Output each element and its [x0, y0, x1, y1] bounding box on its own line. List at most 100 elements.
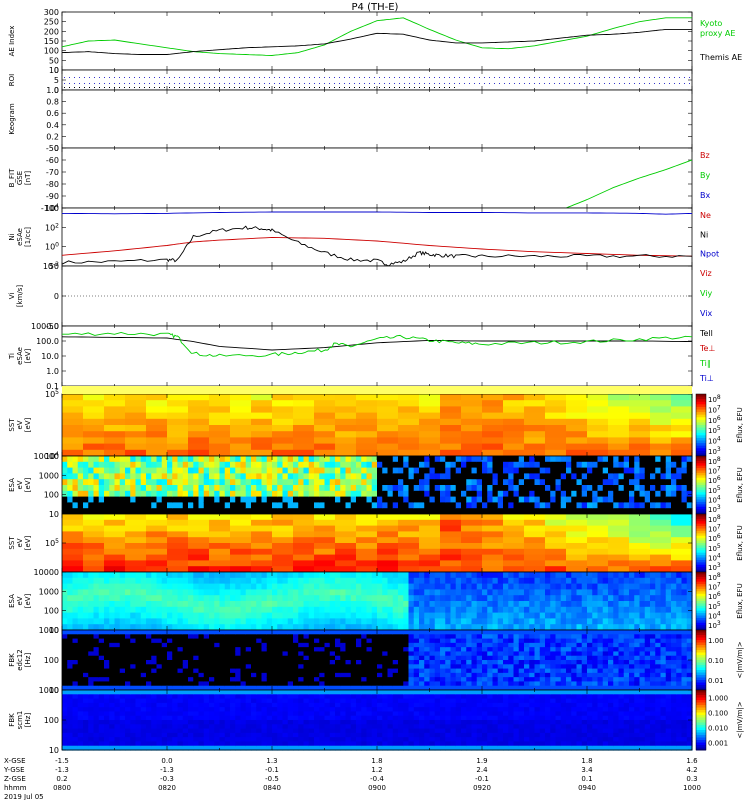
colorbar-tick: 104 — [708, 611, 721, 621]
y-axis-label: [1/cc] — [24, 227, 32, 247]
colorbar-tick: 0.10 — [708, 657, 724, 665]
y-axis-label: eV — [16, 480, 24, 489]
colorbar-tick: 108 — [708, 572, 721, 582]
y-axis-label: ROI — [8, 74, 16, 86]
colorbar-tick: 105 — [708, 485, 721, 495]
y-tick-label: 10000 — [34, 568, 59, 577]
y-tick-label: 10000 — [34, 452, 59, 461]
legend-entry: Npot — [700, 250, 719, 259]
time-cell: 0.2 — [56, 775, 67, 783]
time-cell: 2.4 — [476, 766, 488, 774]
y-axis-label: Ti — [8, 353, 16, 360]
time-cell: 1.3 — [266, 757, 277, 765]
heatmap-esa-ion — [62, 456, 693, 515]
colorbar-tick: 103 — [708, 562, 721, 572]
legend-entry: Tell — [699, 329, 713, 338]
time-cell: 4.2 — [686, 766, 697, 774]
time-cell: 0940 — [578, 784, 596, 792]
y-axis-label: GSE — [16, 171, 24, 185]
colorbar-label: Eflux, EFU — [736, 467, 744, 502]
y-tick-label: 0.8 — [46, 98, 59, 107]
y-tick-label: 150 — [44, 37, 59, 46]
legend-entry: Te⊥ — [699, 344, 715, 353]
y-tick-label: 105 — [45, 538, 59, 548]
y-axis-label: scm1 — [16, 711, 24, 730]
y-axis-label: eSAe — [16, 347, 24, 365]
y-tick-label: 200 — [44, 27, 59, 36]
y-axis-label: ESA — [8, 478, 16, 492]
y-tick-label: 100 — [44, 716, 59, 725]
y-axis-label: eV — [16, 596, 24, 605]
y-axis-label: [eV] — [24, 417, 32, 432]
time-cell: 0840 — [263, 784, 281, 792]
y-tick-label: 10 — [49, 66, 59, 75]
time-cell: 1.9 — [476, 757, 487, 765]
colorbar-tick: 107 — [708, 405, 721, 415]
y-axis-label: SST — [8, 418, 16, 432]
colorbar-label: Eflux, EFU — [736, 525, 744, 560]
y-axis-label: Keogram — [8, 103, 16, 134]
time-cell: 0900 — [368, 784, 386, 792]
y-axis-label: [Hz] — [24, 713, 32, 728]
y-axis-label: Ni — [8, 233, 16, 240]
legend-entry: Viy — [700, 289, 713, 298]
y-tick-label: 10 — [49, 746, 59, 755]
panel-fbk-scm: 0.0010.0100.1001.000<|mV/m|>101001000FBK… — [8, 686, 744, 755]
y-axis-label: [eV] — [24, 477, 32, 492]
y-axis-label: [Hz] — [24, 653, 32, 668]
y-tick-label: 5 — [54, 76, 59, 85]
y-tick-label: 1000 — [39, 587, 59, 596]
y-tick-label: 1000 — [39, 686, 59, 695]
time-cell: -0.3 — [160, 775, 174, 783]
legend-entry: proxy AE — [700, 29, 735, 38]
time-cell: -1.3 — [160, 766, 174, 774]
date-label: 2019 Jul 05 — [4, 793, 44, 800]
spectrogram-strip — [62, 386, 692, 394]
y-tick-label: -60 — [46, 156, 59, 165]
colorbar-tick: 106 — [708, 591, 721, 601]
colorbar-tick: 104 — [708, 553, 721, 563]
y-tick-label: 1.0 — [46, 367, 59, 376]
time-row-label: X-GSE — [4, 757, 26, 765]
chart-title: P4 (TH-E) — [352, 2, 399, 13]
colorbar-tick: 108 — [708, 456, 721, 466]
y-tick-label: 10 — [49, 510, 59, 519]
colorbar-tick: 1.000 — [708, 695, 728, 703]
y-axis-label: FBK — [8, 653, 16, 667]
heatmap-fbk-scm — [62, 690, 693, 751]
time-cell: 0.0 — [161, 757, 172, 765]
legend-entry: Ni — [700, 230, 708, 239]
y-tick-label: 100 — [44, 607, 59, 616]
y-axis-label: [eV] — [24, 535, 32, 550]
y-tick-label: -50 — [46, 144, 59, 153]
legend-entry: Ti∥ — [699, 359, 711, 368]
colorbar-fbk-edc: 0.010.101.00<|mV/m|> — [696, 630, 744, 691]
colorbar-label: Eflux, EFU — [736, 407, 744, 442]
y-axis-label: eV — [16, 538, 24, 547]
time-cell: 1.8 — [371, 757, 382, 765]
time-cell: 1.2 — [371, 766, 382, 774]
colorbar-tick: 107 — [708, 466, 721, 476]
colorbar-tick: 0.001 — [708, 740, 728, 748]
colorbar-tick: 108 — [708, 394, 721, 404]
y-tick-label: 100 — [44, 656, 59, 665]
colorbar-tick: 106 — [708, 475, 721, 485]
colorbar-tick: 0.010 — [708, 725, 728, 733]
y-tick-label: 300 — [44, 8, 59, 17]
y-tick-label: 0.4 — [46, 121, 59, 130]
colorbar-tick: 107 — [708, 524, 721, 534]
y-tick-label: 1000.0 — [31, 322, 59, 331]
legend-entry: Vix — [700, 309, 713, 318]
